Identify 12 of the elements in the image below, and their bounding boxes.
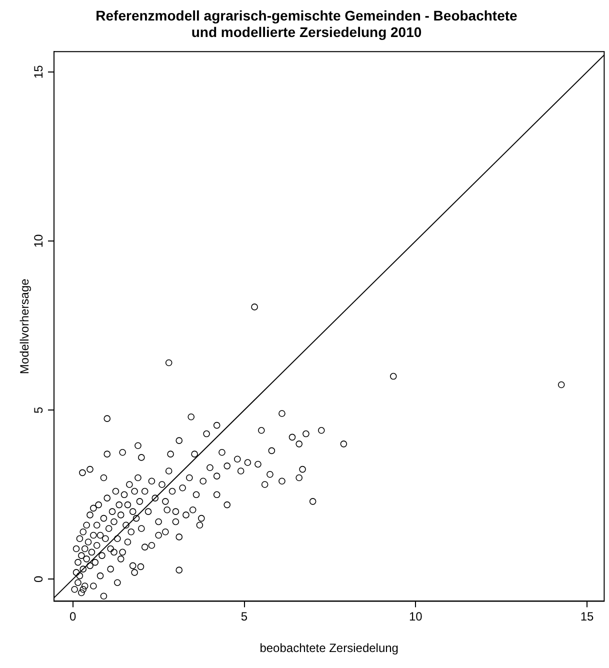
y-tick-label: 0 <box>31 576 46 583</box>
x-tick-label: 15 <box>580 610 594 624</box>
y-tick-label: 5 <box>31 406 46 414</box>
y-tick-label: 10 <box>31 234 46 248</box>
x-axis-title: beobachtete Zersiedelung <box>260 641 398 656</box>
text: Referenzmodell agrarisch-gemischte Gemeinden - Beobachtete <box>96 7 518 24</box>
x-tick-label: 10 <box>408 610 423 624</box>
text: und modellierte Zersiedelung 2010 <box>191 24 422 40</box>
y-tick-label: 15 <box>31 64 46 79</box>
x-tick-label: 5 <box>240 610 248 624</box>
x-tick-label: 0 <box>70 610 77 624</box>
y-axis-title: Modellvorhersage <box>18 278 32 374</box>
